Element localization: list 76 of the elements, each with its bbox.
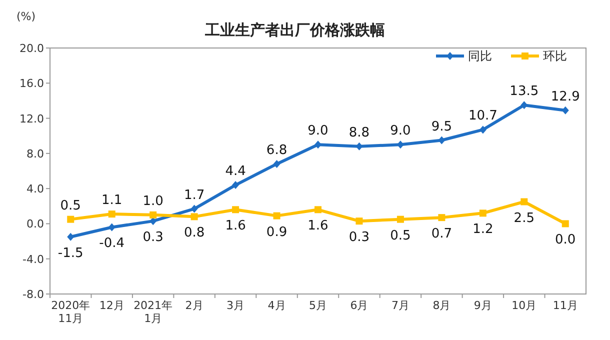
- data-label: 0.9: [266, 224, 288, 240]
- x-tick-label: 4月: [268, 299, 286, 312]
- y-tick-label: 16.0: [20, 77, 44, 90]
- x-tick-label: 2021年 1月: [134, 299, 173, 326]
- data-label: 0.8: [184, 226, 205, 241]
- point: [396, 216, 404, 223]
- point: [562, 220, 569, 228]
- point: [67, 232, 74, 241]
- point: [520, 198, 528, 206]
- x-tick-label: 6月: [350, 299, 368, 312]
- y-axis-title: (%): [16, 10, 36, 23]
- point: [520, 101, 528, 110]
- data-label: 9.0: [308, 124, 328, 139]
- data-label: 13.5: [510, 84, 539, 100]
- point: [314, 140, 322, 149]
- x-tick-label: 7月: [391, 299, 410, 312]
- point: [150, 217, 157, 226]
- point: [150, 211, 157, 218]
- data-label: 0.5: [390, 228, 411, 244]
- x-tick-label: 5月: [309, 299, 327, 312]
- y-tick-label: -8.0: [22, 288, 44, 301]
- data-label: 1.7: [184, 188, 205, 203]
- x-tick-label: 12月: [99, 299, 124, 312]
- data-label: 1.1: [102, 193, 122, 208]
- data-label: 2.5: [514, 210, 534, 226]
- data-label: 1.0: [142, 194, 164, 209]
- data-label: -0.4: [99, 236, 125, 252]
- point: [273, 212, 280, 220]
- data-label: 0.0: [555, 232, 576, 248]
- data-label: 0.3: [348, 230, 370, 246]
- x-tick-label: 2月: [185, 299, 204, 312]
- point: [273, 160, 280, 168]
- point: [232, 206, 240, 214]
- point: [190, 213, 198, 220]
- y-tick-label: 12.0: [20, 112, 44, 126]
- point: [479, 126, 486, 134]
- data-label: 6.8: [266, 142, 288, 158]
- y-tick-label: 4.0: [26, 182, 44, 196]
- data-label: 9.0: [390, 124, 411, 139]
- y-tick-label: 20.0: [20, 42, 44, 55]
- data-label: 0.3: [142, 230, 164, 246]
- data-label: 12.9: [550, 89, 580, 104]
- point: [190, 204, 198, 213]
- x-tick-label: 8月: [432, 299, 451, 312]
- point: [67, 216, 74, 223]
- y-tick-label: -4.0: [22, 252, 44, 266]
- point: [438, 214, 446, 222]
- legend-label: 环比: [543, 49, 567, 63]
- point: [356, 218, 363, 225]
- point: [356, 142, 363, 150]
- data-label: 4.4: [225, 164, 246, 180]
- y-tick-label: 8.0: [26, 147, 44, 160]
- point: [108, 210, 116, 218]
- point: [562, 106, 569, 114]
- point: [438, 136, 446, 144]
- data-label: 0.5: [60, 198, 81, 214]
- data-label: 1.2: [472, 222, 494, 238]
- point: [314, 206, 322, 214]
- point: [108, 223, 116, 232]
- point: [232, 181, 240, 190]
- x-tick-label: 10月: [512, 299, 537, 312]
- data-label: -1.5: [58, 246, 84, 261]
- data-label: 1.6: [225, 218, 246, 234]
- chart-title: 工业生产者出厂价格涨跌幅: [204, 21, 385, 39]
- y-tick-label: 0.0: [26, 218, 44, 231]
- data-label: 1.6: [308, 218, 328, 234]
- data-label: 8.8: [348, 125, 370, 140]
- point: [479, 210, 486, 217]
- data-label: 9.5: [431, 119, 452, 134]
- x-tick-label: 3月: [226, 299, 245, 312]
- x-tick-label: 11月: [552, 299, 578, 312]
- data-label: 10.7: [468, 108, 498, 124]
- x-tick-label: 2020年 11月: [51, 299, 90, 326]
- data-label: 0.7: [431, 226, 452, 242]
- x-tick-label: 9月: [474, 299, 492, 312]
- legend-label: 同比: [468, 49, 492, 63]
